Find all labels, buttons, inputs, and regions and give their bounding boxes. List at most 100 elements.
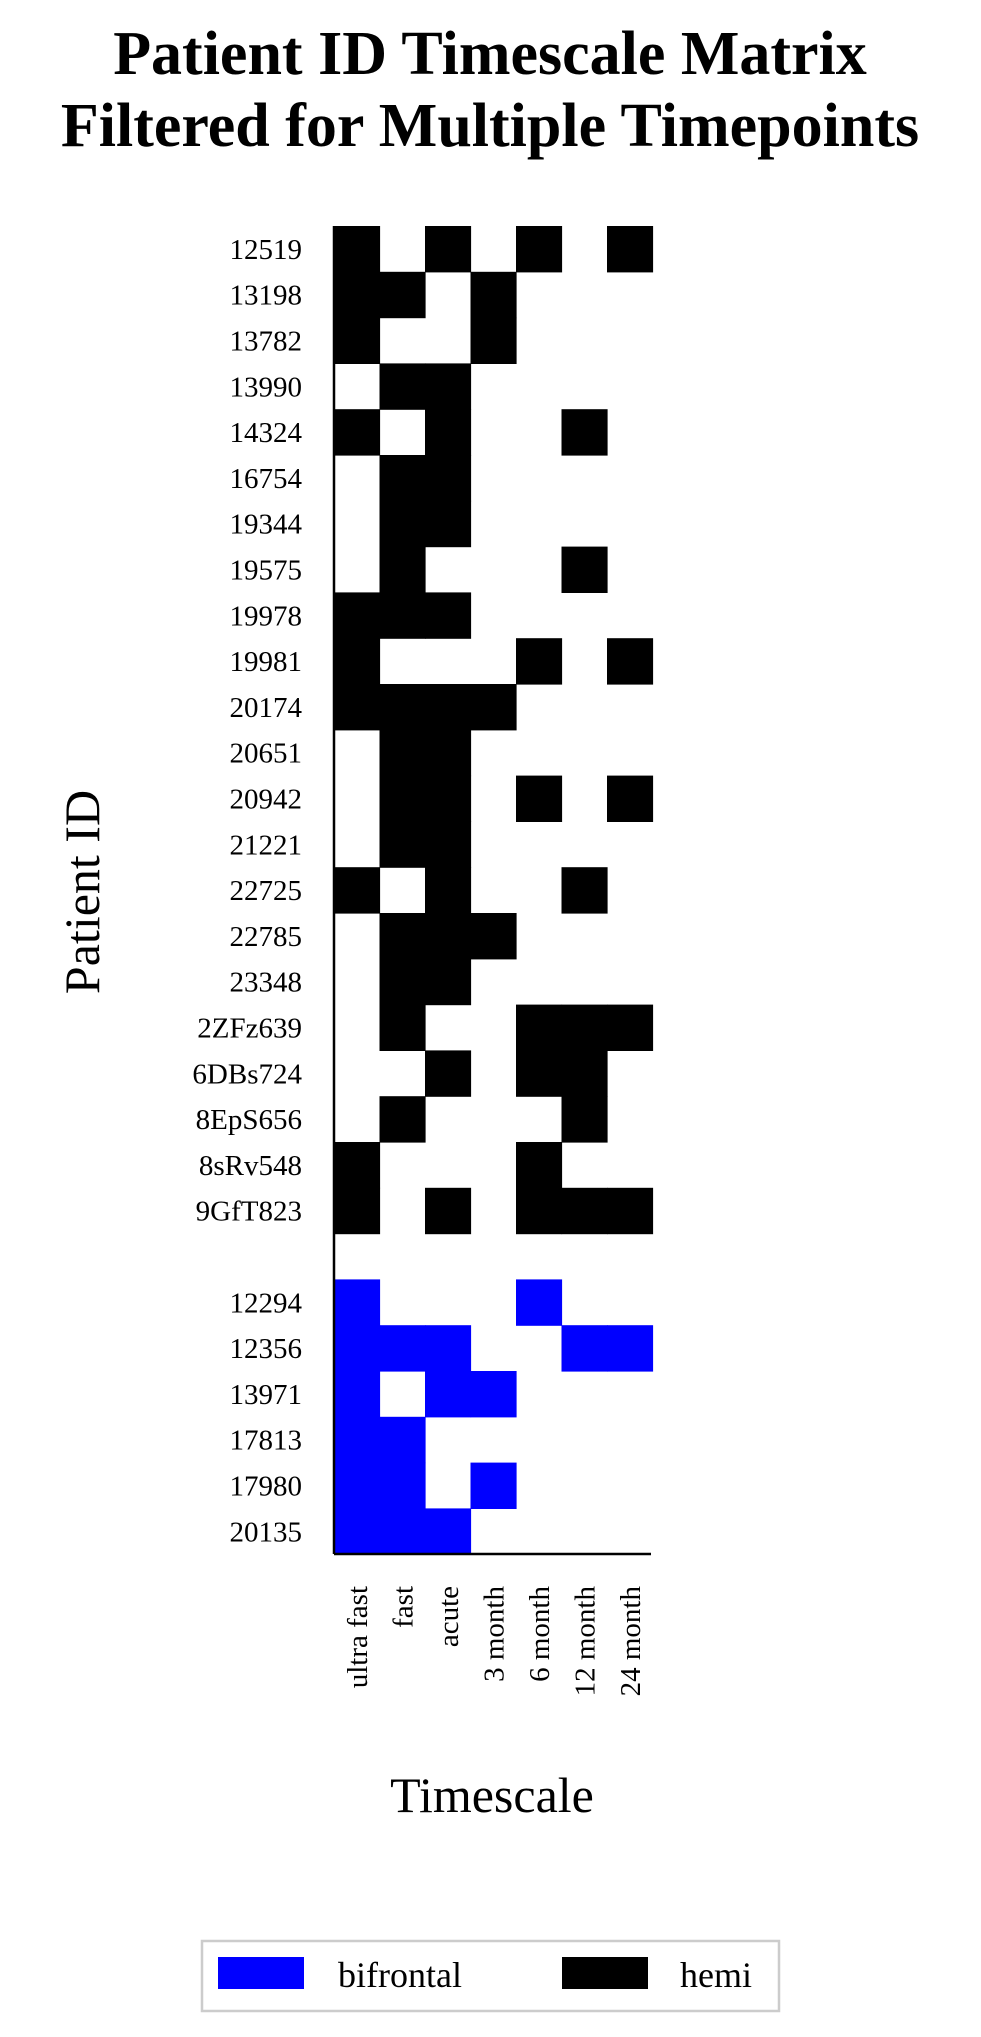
y-tick-labels: 12519 13198 13782 13990 14324 16754 19344 19575… bbox=[192, 234, 302, 1548]
cell-hemi-20651-acute bbox=[425, 729, 472, 777]
y-tick-label: 14324 bbox=[230, 417, 303, 449]
cell-hemi-14324-12-month bbox=[561, 409, 608, 456]
legend-label-bifrontal: bifrontal bbox=[338, 1955, 462, 1995]
cell-hemi-20174-3-month bbox=[470, 684, 517, 731]
y-tick-label: 6DBs724 bbox=[192, 1058, 302, 1090]
cell-bifrontal-17813-ultra-fast bbox=[334, 1416, 381, 1464]
legend-swatch-hemi bbox=[562, 1957, 648, 1989]
y-tick-label: 17813 bbox=[230, 1425, 303, 1457]
cell-bifrontal-12356-24-month bbox=[607, 1325, 654, 1372]
cell-bifrontal-12356-ultra-fast bbox=[334, 1325, 381, 1372]
cell-hemi-13782-3-month bbox=[470, 317, 517, 364]
cell-hemi-6DBs724-acute bbox=[425, 1050, 472, 1097]
cell-bifrontal-13971-ultra-fast bbox=[334, 1371, 381, 1418]
y-tick-label: 22785 bbox=[230, 921, 303, 953]
y-tick-label: 19575 bbox=[230, 555, 303, 587]
y-tick-label: 23348 bbox=[230, 967, 303, 999]
y-tick-label: 21221 bbox=[230, 829, 303, 861]
cell-bifrontal-17813-fast bbox=[379, 1416, 426, 1464]
y-tick-label: 19978 bbox=[230, 600, 303, 632]
y-tick-label: 13990 bbox=[230, 371, 303, 403]
cell-hemi-23348-acute bbox=[425, 958, 472, 1006]
cell-hemi-9GfT823-6-month bbox=[516, 1187, 563, 1235]
y-tick-label: 8sRv548 bbox=[199, 1150, 302, 1182]
cell-hemi-8sRv548-6-month bbox=[516, 1142, 563, 1189]
cell-hemi-19978-fast bbox=[379, 592, 426, 639]
y-tick-label: 20174 bbox=[230, 692, 303, 724]
cell-hemi-20942-24-month bbox=[607, 775, 654, 822]
y-tick-label: 13971 bbox=[230, 1379, 303, 1411]
x-tick-label: acute bbox=[433, 1586, 465, 1647]
cell-hemi-12519-ultra-fast bbox=[334, 226, 381, 273]
y-tick-label: 16754 bbox=[230, 463, 303, 495]
cell-hemi-8EpS656-fast bbox=[379, 1096, 426, 1143]
legend-label-hemi: hemi bbox=[680, 1955, 752, 1995]
cell-bifrontal-12294-6-month bbox=[516, 1279, 563, 1326]
cell-hemi-13990-acute bbox=[425, 363, 472, 410]
cell-hemi-2ZFz639-12-month bbox=[561, 1004, 608, 1051]
cell-bifrontal-12356-fast bbox=[379, 1325, 426, 1372]
cell-hemi-14324-acute bbox=[425, 409, 472, 456]
chart-title-line-1: Patient ID Timescale Matrix bbox=[113, 20, 867, 88]
cell-bifrontal-17980-fast bbox=[379, 1462, 426, 1509]
y-tick-label: 20651 bbox=[230, 738, 303, 770]
cell-hemi-20174-ultra-fast bbox=[334, 684, 381, 731]
cell-hemi-9GfT823-12-month bbox=[561, 1187, 608, 1235]
cell-hemi-19575-12-month bbox=[561, 546, 608, 593]
y-tick-label: 13198 bbox=[230, 280, 303, 312]
y-tick-label: 20942 bbox=[230, 784, 303, 816]
y-tick-label: 19981 bbox=[230, 646, 303, 678]
cell-hemi-19344-fast bbox=[379, 500, 426, 548]
cell-hemi-12519-6-month bbox=[516, 226, 563, 273]
cell-hemi-19981-6-month bbox=[516, 638, 563, 685]
x-tick-label: 3 month bbox=[478, 1586, 510, 1682]
cell-bifrontal-12294-ultra-fast bbox=[334, 1279, 381, 1326]
cell-hemi-14324-ultra-fast bbox=[334, 409, 381, 456]
cell-hemi-22725-ultra-fast bbox=[334, 867, 381, 914]
cell-bifrontal-13971-3-month bbox=[470, 1371, 517, 1418]
cell-hemi-19978-ultra-fast bbox=[334, 592, 381, 639]
x-tick-label: 24 month bbox=[615, 1586, 647, 1697]
y-tick-label: 19344 bbox=[230, 509, 303, 541]
cell-hemi-13990-fast bbox=[379, 363, 426, 410]
cell-hemi-9GfT823-acute bbox=[425, 1187, 472, 1235]
y-tick-label: 8EpS656 bbox=[196, 1104, 302, 1136]
y-tick-label: 13782 bbox=[230, 326, 303, 358]
cell-hemi-13782-ultra-fast bbox=[334, 317, 381, 364]
cell-hemi-2ZFz639-6-month bbox=[516, 1004, 563, 1051]
cell-hemi-12519-24-month bbox=[607, 226, 654, 273]
y-axis-label: Patient ID bbox=[54, 790, 110, 994]
cell-hemi-20942-acute bbox=[425, 775, 472, 822]
cell-hemi-20942-fast bbox=[379, 775, 426, 822]
x-tick-labels: ultra fast fast acute 3 month 6 month 12 mont… bbox=[342, 1586, 647, 1697]
cell-hemi-8sRv548-ultra-fast bbox=[334, 1142, 381, 1189]
y-tick-label: 2ZFz639 bbox=[197, 1013, 302, 1045]
y-tick-label: 12294 bbox=[230, 1287, 303, 1319]
cell-hemi-16754-fast bbox=[379, 455, 426, 502]
cell-hemi-19575-fast bbox=[379, 546, 426, 593]
cell-hemi-12519-acute bbox=[425, 226, 472, 273]
cell-hemi-22725-12-month bbox=[561, 867, 608, 914]
y-tick-label: 22725 bbox=[230, 875, 303, 907]
cell-hemi-19981-24-month bbox=[607, 638, 654, 685]
x-tick-label: 6 month bbox=[524, 1586, 556, 1682]
cell-hemi-9GfT823-24-month bbox=[607, 1187, 654, 1235]
x-tick-label: fast bbox=[387, 1586, 419, 1628]
y-tick-label: 12356 bbox=[230, 1333, 303, 1365]
cell-hemi-20174-acute bbox=[425, 684, 472, 731]
cell-hemi-6DBs724-6-month bbox=[516, 1050, 563, 1097]
cell-hemi-13198-ultra-fast bbox=[334, 271, 381, 319]
cell-hemi-2ZFz639-fast bbox=[379, 1004, 426, 1051]
legend: bifrontal hemi bbox=[200, 1939, 781, 2013]
y-tick-label: 20135 bbox=[230, 1516, 303, 1548]
cell-bifrontal-17980-ultra-fast bbox=[334, 1462, 381, 1509]
cell-hemi-13198-fast bbox=[379, 271, 426, 319]
cell-hemi-20651-fast bbox=[379, 729, 426, 777]
y-tick-label: 9GfT823 bbox=[196, 1196, 302, 1228]
cell-bifrontal-20135-ultra-fast bbox=[334, 1508, 381, 1555]
heatmap-cells bbox=[334, 226, 654, 1555]
y-tick-label: 17980 bbox=[230, 1471, 303, 1503]
chart-title-line-2: Filtered for Multiple Timepoints bbox=[61, 92, 919, 160]
cell-bifrontal-13971-acute bbox=[425, 1371, 472, 1418]
